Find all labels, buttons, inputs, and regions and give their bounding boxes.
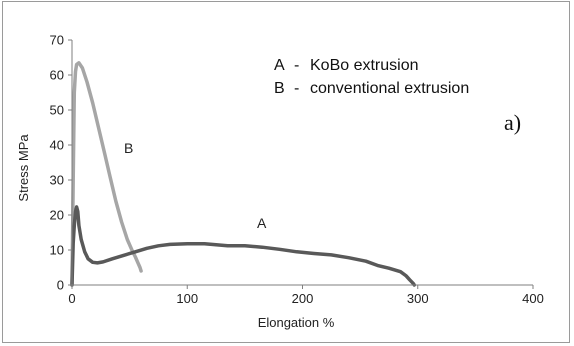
y-axis-title: Stress MPa (16, 134, 31, 202)
series-label-a: A (257, 215, 267, 231)
chart-frame (2, 1, 570, 343)
y-tick-label: 30 (50, 173, 64, 188)
series-line-b (70, 61, 143, 287)
legend-sep-a: - (294, 57, 299, 74)
ticks: 0 10 20 30 40 50 60 70 0 100 200 300 400 (50, 33, 544, 307)
y-tick-label: 70 (50, 33, 64, 48)
series-line-a (70, 205, 417, 287)
x-tick-label: 0 (68, 291, 75, 306)
series-label-b: B (124, 140, 133, 156)
legend-key-b: B (274, 80, 285, 97)
x-tick-label: 300 (407, 291, 429, 306)
y-tick-label: 60 (50, 68, 64, 83)
y-tick-label: 10 (50, 243, 64, 258)
y-tick-label: 40 (50, 138, 64, 153)
y-tick-label: 50 (50, 103, 64, 118)
x-tick-label: 200 (292, 291, 314, 306)
x-axis-title: Elongation % (258, 315, 335, 330)
legend: A - KoBo extrusion B - conventional extr… (274, 57, 469, 97)
y-tick-label: 20 (50, 208, 64, 223)
legend-sep-b: - (294, 80, 299, 97)
x-tick-label: 400 (522, 291, 544, 306)
legend-text-b: conventional extrusion (310, 80, 469, 97)
legend-text-a: KoBo extrusion (310, 57, 419, 74)
series-layer (70, 61, 417, 287)
y-tick-label: 0 (57, 278, 64, 293)
panel-label: a) (504, 110, 521, 135)
x-tick-label: 100 (176, 291, 198, 306)
legend-key-a: A (274, 57, 285, 74)
